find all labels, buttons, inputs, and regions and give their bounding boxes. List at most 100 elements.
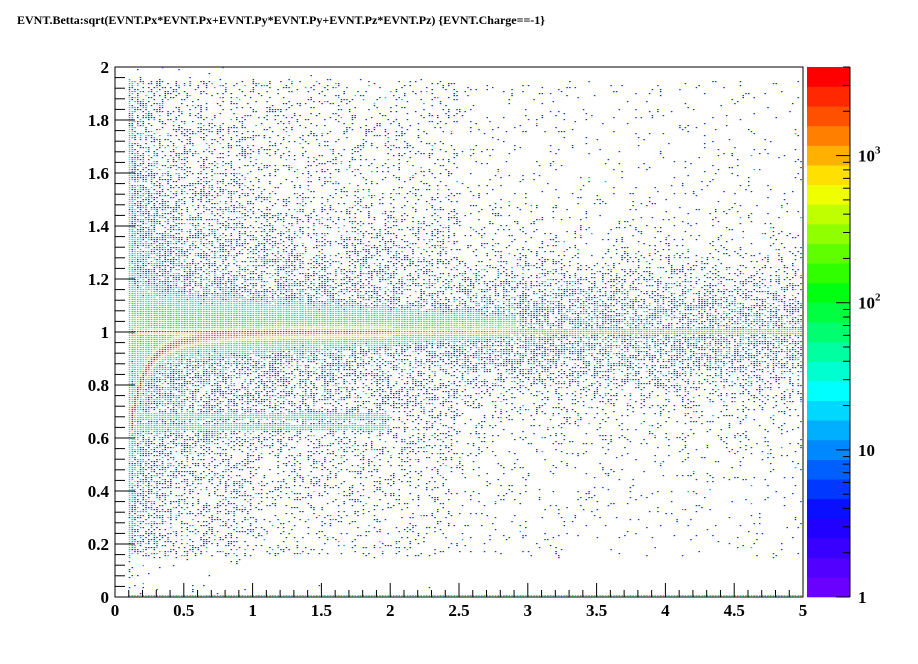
- data-point: [409, 451, 411, 453]
- data-point: [233, 595, 235, 597]
- data-point: [797, 443, 800, 445]
- data-point: [791, 477, 794, 479]
- data-point: [269, 553, 271, 555]
- data-point: [742, 391, 744, 393]
- data-point: [335, 431, 337, 433]
- data-point: [150, 399, 153, 401]
- data-point: [442, 401, 444, 403]
- data-point: [241, 595, 244, 597]
- data-point: [789, 443, 791, 445]
- data-point: [398, 503, 400, 505]
- data-point: [192, 483, 194, 485]
- data-point: [255, 391, 257, 393]
- data-point: [359, 433, 362, 435]
- data-point: [148, 399, 150, 401]
- data-point: [346, 437, 348, 439]
- data-point: [249, 399, 252, 401]
- data-point: [282, 463, 285, 465]
- data-point: [315, 419, 318, 421]
- data-point: [412, 527, 414, 529]
- data-point: [137, 471, 139, 473]
- data-point: [326, 503, 329, 505]
- data-point: [244, 495, 246, 497]
- data-point: [145, 547, 147, 549]
- data-point: [329, 419, 332, 421]
- data-point: [134, 507, 136, 509]
- data-point: [293, 465, 296, 467]
- data-point: [288, 411, 290, 413]
- data-point: [390, 393, 392, 395]
- data-point: [690, 539, 692, 541]
- data-point: [244, 479, 246, 481]
- data-point: [329, 415, 332, 417]
- data-point: [607, 505, 610, 507]
- data-point: [219, 455, 222, 457]
- data-point: [252, 487, 255, 489]
- data-point: [128, 595, 131, 597]
- data-point: [769, 449, 772, 451]
- data-point: [632, 411, 634, 413]
- data-point: [497, 595, 500, 597]
- data-point: [736, 537, 739, 539]
- data-point: [128, 451, 131, 453]
- data-point: [800, 523, 802, 525]
- data-point: [337, 437, 340, 439]
- data-point: [197, 427, 200, 429]
- data-point: [431, 397, 433, 399]
- data-point: [681, 439, 684, 441]
- data-point: [216, 439, 219, 441]
- data-point: [161, 595, 164, 597]
- data-point: [164, 397, 167, 399]
- data-point: [178, 505, 180, 507]
- data-point: [315, 447, 318, 449]
- data-point: [536, 451, 538, 453]
- data-point: [200, 425, 202, 427]
- data-point: [387, 431, 389, 433]
- data-point: [227, 465, 230, 467]
- data-point: [569, 423, 571, 425]
- data-point: [318, 443, 321, 445]
- data-point: [659, 525, 662, 527]
- data-point: [442, 463, 444, 465]
- data-point: [728, 423, 731, 425]
- data-point: [412, 401, 414, 403]
- data-point: [690, 429, 692, 431]
- data-point: [326, 449, 329, 451]
- data-point: [274, 429, 277, 431]
- data-point: [472, 401, 475, 403]
- data-point: [541, 595, 544, 597]
- data-point: [233, 515, 235, 517]
- data-point: [260, 419, 263, 421]
- data-point: [321, 463, 323, 465]
- data-point: [401, 441, 403, 443]
- data-point: [148, 431, 150, 433]
- data-point: [706, 595, 709, 597]
- data-point: [428, 439, 431, 441]
- data-point: [139, 421, 142, 423]
- data-point: [134, 409, 136, 411]
- data-point: [348, 423, 351, 425]
- data-point: [178, 425, 180, 427]
- data-point: [238, 429, 241, 431]
- data-point: [780, 399, 783, 401]
- data-point: [178, 511, 180, 513]
- data-point: [423, 437, 425, 439]
- data-point: [285, 425, 288, 427]
- data-point: [651, 493, 654, 495]
- data-point: [340, 463, 343, 465]
- data-point: [351, 411, 354, 413]
- data-point: [189, 437, 191, 439]
- data-point: [571, 393, 574, 395]
- data-point: [640, 443, 643, 445]
- data-point: [728, 479, 731, 481]
- data-point: [585, 473, 588, 475]
- data-point: [684, 509, 687, 511]
- data-point: [409, 459, 411, 461]
- data-point: [767, 595, 769, 597]
- data-point: [447, 407, 450, 409]
- data-point: [197, 405, 200, 407]
- data-point: [203, 449, 205, 451]
- data-point: [128, 433, 131, 435]
- data-point: [560, 517, 563, 519]
- data-point: [139, 463, 142, 465]
